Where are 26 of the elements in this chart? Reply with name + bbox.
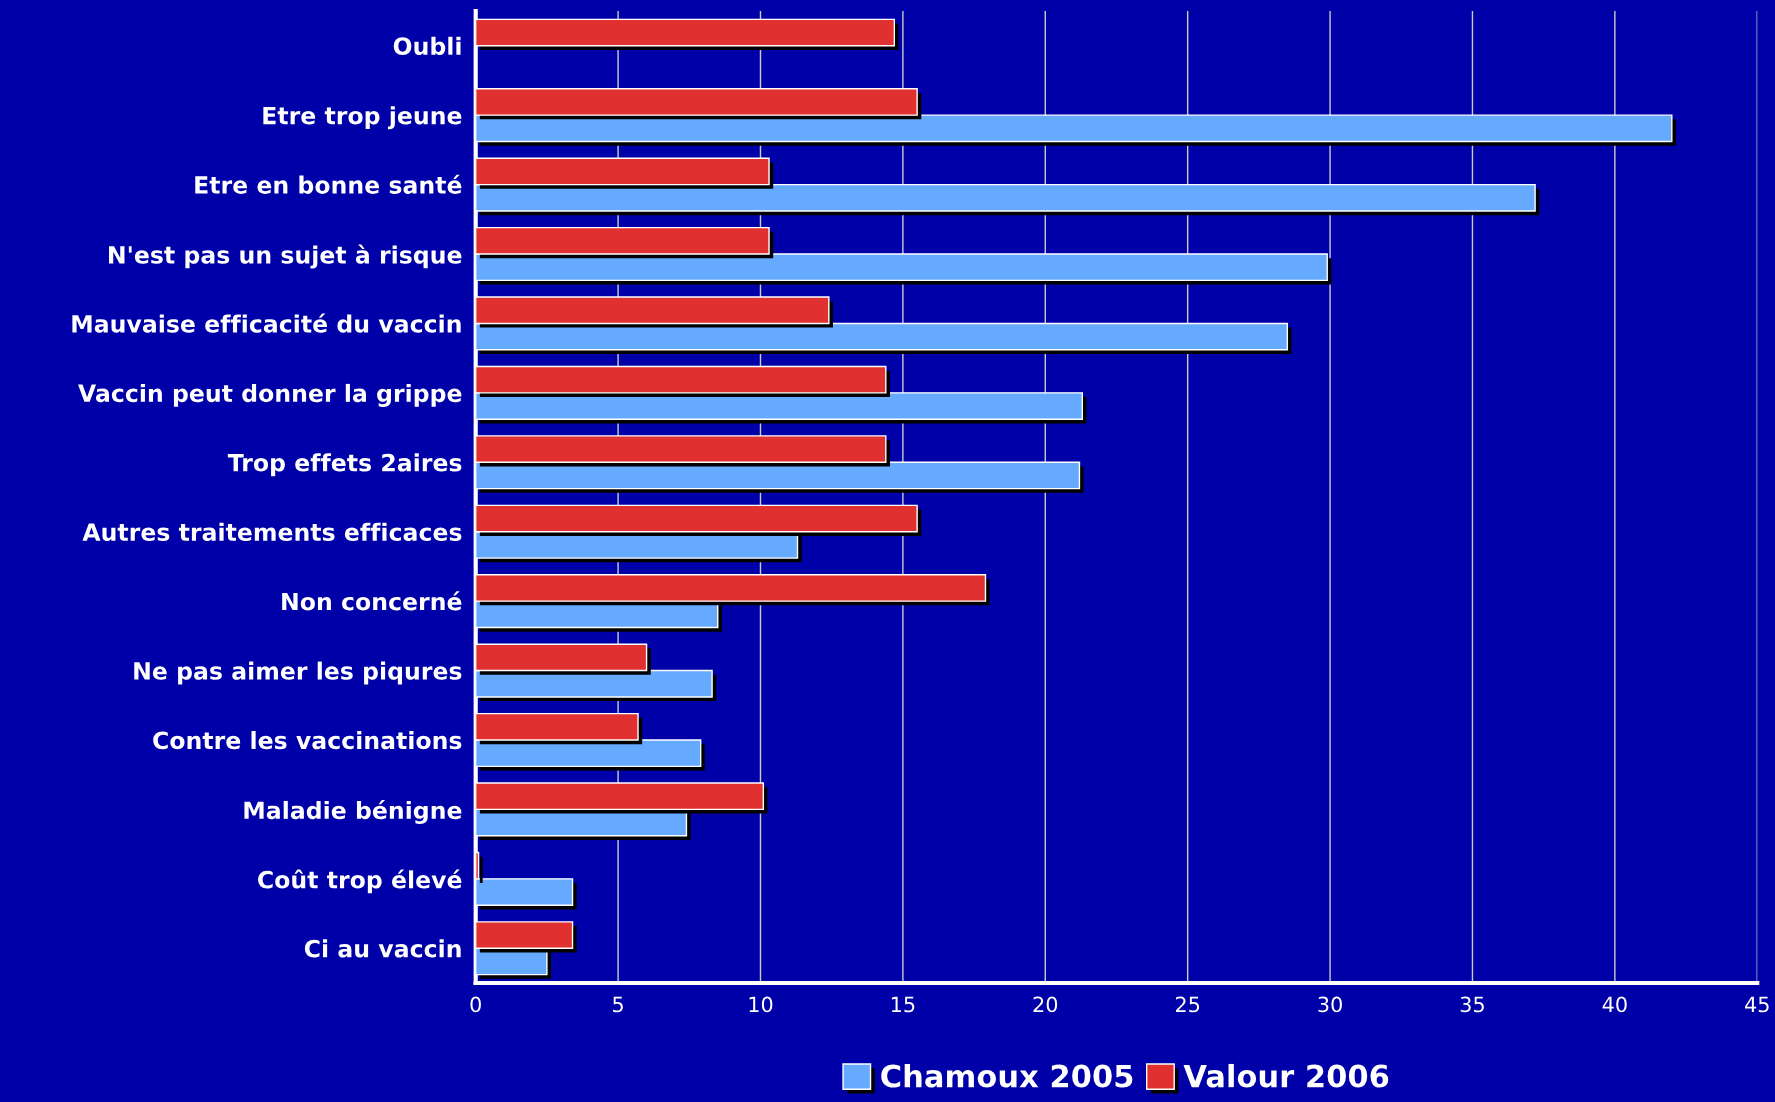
x-tick-label: 40	[1602, 996, 1627, 1013]
y-tick-label: Contre les vaccinations	[153, 731, 462, 750]
y-tick-label: Oubli	[393, 36, 461, 56]
y-tick-label: Ne pas aimer les piqures	[134, 661, 462, 685]
y-tick-label: Autres traitements efficaces	[82, 522, 462, 542]
y-tick-label: Maladie bénigne	[244, 799, 462, 824]
x-tick-label: 10	[749, 996, 773, 1013]
x-tick-label: 0	[470, 996, 481, 1013]
x-tick-label: 30	[1318, 996, 1342, 1013]
y-tick-label: Vaccin peut donner la grippe	[78, 383, 462, 407]
y-tick-label: Etre en bonne santé	[195, 174, 462, 194]
x-tick-label: 35	[1460, 996, 1484, 1013]
x-tick-label: 15	[891, 996, 915, 1013]
y-tick-label: Etre trop jeune	[263, 106, 462, 130]
x-tick-label: 20	[1033, 996, 1058, 1013]
y-tick-label: Mauvaise efficacité du vaccin	[72, 313, 461, 333]
x-tick-label: 45	[1745, 996, 1769, 1013]
y-tick-label: N'est pas un sujet à risque	[109, 244, 462, 269]
y-tick-label: Ci au vaccin	[304, 939, 461, 958]
x-tick-label: 25	[1175, 996, 1200, 1013]
y-tick-label: Coût trop élevé	[258, 869, 462, 894]
x-tick-label: 5	[613, 996, 623, 1013]
y-tick-label: Non concerné	[282, 591, 462, 611]
y-tick-label: Trop effets 2aires	[227, 453, 462, 477]
legend-label: Chamoux 2005	[881, 1063, 1133, 1088]
legend-label: Valour 2006	[1183, 1063, 1389, 1088]
